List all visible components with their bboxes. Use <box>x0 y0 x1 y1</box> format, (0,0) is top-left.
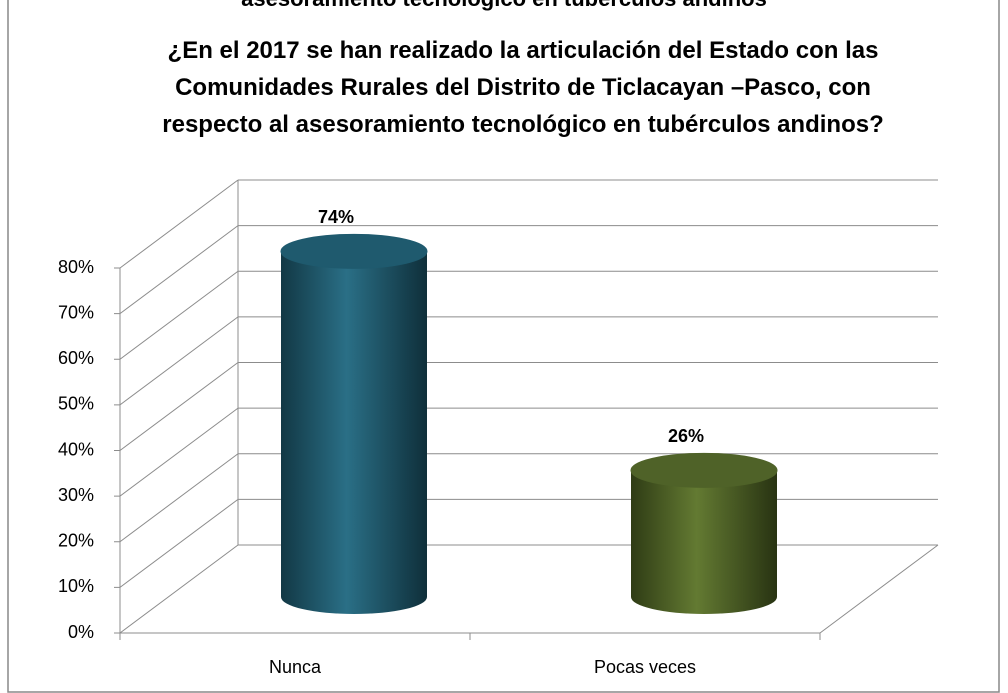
grid-line-side <box>119 316 239 406</box>
bar-top <box>630 452 778 488</box>
y-tick-label: 80% <box>58 257 94 277</box>
chart-title: ¿En el 2017 se han realizado la articula… <box>162 37 884 138</box>
y-tick-label: 60% <box>58 348 94 368</box>
grid-line-side <box>119 498 239 588</box>
y-tick-label: 30% <box>58 485 94 505</box>
caption: asesoramiento tecnológico en tubérculos … <box>0 0 1008 12</box>
bar <box>281 251 427 614</box>
data-label: 26% <box>668 426 704 446</box>
y-tick-label: 0% <box>68 622 94 642</box>
grid-line-side <box>119 179 239 269</box>
bar <box>631 470 777 614</box>
grid-line-side <box>119 225 239 315</box>
y-tick-label: 20% <box>58 531 94 551</box>
x-tick-label: Nunca <box>269 657 322 677</box>
y-tick-label: 70% <box>58 302 94 322</box>
grid-line-side <box>119 407 239 497</box>
chart-border <box>7 0 1000 693</box>
y-tick-label: 40% <box>58 439 94 459</box>
grid-line-side <box>119 270 239 360</box>
y-tick-label: 50% <box>58 394 94 414</box>
grid-line-side <box>119 453 239 543</box>
data-label: 74% <box>318 207 354 227</box>
bar-top <box>280 233 428 269</box>
grid-line-side <box>119 544 239 634</box>
x-tick-label: Pocas veces <box>594 657 696 677</box>
grid-line-side <box>119 362 239 451</box>
y-tick-label: 10% <box>58 576 94 596</box>
floor-right-edge <box>819 544 939 634</box>
